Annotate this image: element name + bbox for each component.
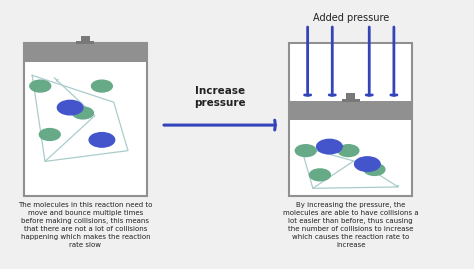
Circle shape <box>317 139 342 154</box>
Circle shape <box>364 164 385 175</box>
Circle shape <box>30 80 51 92</box>
Circle shape <box>295 145 316 157</box>
Circle shape <box>39 129 60 140</box>
Circle shape <box>338 145 359 157</box>
Circle shape <box>89 133 115 147</box>
Circle shape <box>91 80 112 92</box>
Circle shape <box>355 157 380 171</box>
Bar <box>24 43 147 196</box>
Text: Added pressure: Added pressure <box>313 13 389 23</box>
Circle shape <box>310 169 330 181</box>
Text: Increase
pressure: Increase pressure <box>195 86 246 108</box>
Bar <box>24 43 147 62</box>
Text: The molecules in this reaction need to
move and bounce multiple times
before mak: The molecules in this reaction need to m… <box>18 202 153 248</box>
Bar <box>289 101 412 120</box>
Bar <box>76 41 94 44</box>
Bar <box>81 36 90 41</box>
Bar <box>342 99 360 102</box>
Bar <box>346 93 355 99</box>
Text: By increasing the pressure, the
molecules are able to have collisions a
lot easi: By increasing the pressure, the molecule… <box>283 202 419 248</box>
Bar <box>289 43 412 196</box>
Circle shape <box>73 107 93 119</box>
Circle shape <box>57 100 83 115</box>
